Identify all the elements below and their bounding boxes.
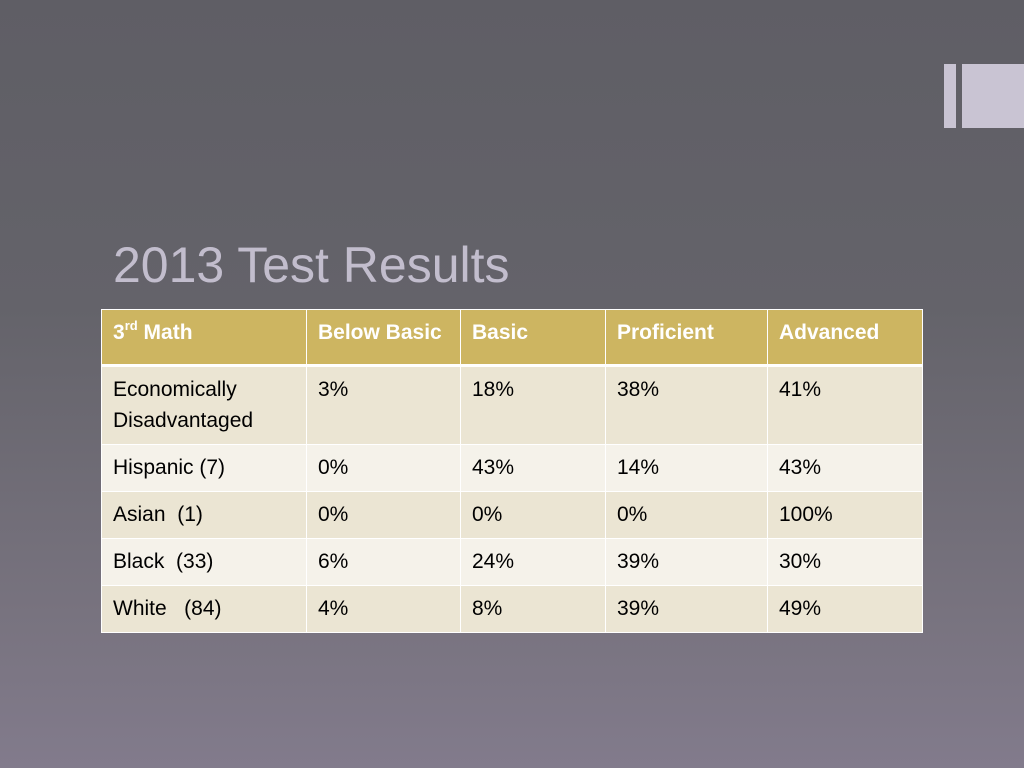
row-label: Hispanic (7) [101, 444, 307, 492]
table-row: Hispanic (7) 0% 43% 14% 43% [101, 444, 923, 492]
subject-grade: 3 [113, 321, 125, 344]
subject-name: Math [137, 321, 193, 344]
cell-value: 0% [306, 491, 461, 539]
cell-value: 8% [460, 585, 606, 633]
cell-value: 24% [460, 538, 606, 586]
row-label: White (84) [101, 585, 307, 633]
cell-value: 41% [767, 365, 923, 445]
cell-value: 30% [767, 538, 923, 586]
cell-value: 0% [306, 444, 461, 492]
table-row: Economically Disadvantaged 3% 18% 38% 41… [101, 365, 923, 445]
slide-title: 2013 Test Results [113, 237, 510, 293]
results-table: 3rd Math Below Basic Basic Proficient Ad… [101, 309, 923, 633]
cell-value: 0% [460, 491, 606, 539]
cell-value: 38% [605, 365, 768, 445]
table-header-row: 3rd Math Below Basic Basic Proficient Ad… [101, 309, 923, 367]
cell-value: 18% [460, 365, 606, 445]
decoration-bar-thin [944, 64, 956, 128]
table-row: Asian (1) 0% 0% 0% 100% [101, 491, 923, 539]
cell-value: 4% [306, 585, 461, 633]
cell-value: 14% [605, 444, 768, 492]
cell-value: 49% [767, 585, 923, 633]
cell-value: 43% [460, 444, 606, 492]
header-cell-proficient: Proficient [605, 309, 768, 367]
header-cell-basic: Basic [460, 309, 606, 367]
header-cell-advanced: Advanced [767, 309, 923, 367]
cell-value: 6% [306, 538, 461, 586]
cell-value: 43% [767, 444, 923, 492]
cell-value: 100% [767, 491, 923, 539]
row-label: Black (33) [101, 538, 307, 586]
row-label: Asian (1) [101, 491, 307, 539]
row-label: Economically Disadvantaged [101, 365, 307, 445]
table-row: Black (33) 6% 24% 39% 30% [101, 538, 923, 586]
cell-value: 3% [306, 365, 461, 445]
header-cell-below-basic: Below Basic [306, 309, 461, 367]
cell-value: 39% [605, 585, 768, 633]
decoration-bar-wide [962, 64, 1024, 128]
table-row: White (84) 4% 8% 39% 49% [101, 585, 923, 633]
subject-ordinal-suffix: rd [124, 318, 138, 333]
header-cell-subject: 3rd Math [101, 309, 307, 367]
cell-value: 39% [605, 538, 768, 586]
cell-value: 0% [605, 491, 768, 539]
